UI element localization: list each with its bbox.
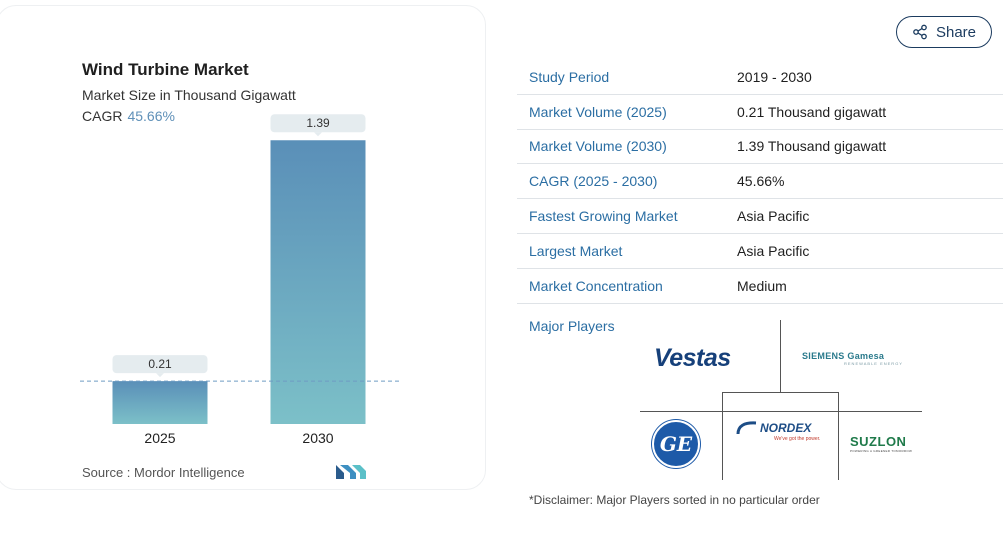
- data-label-pointer: [156, 373, 164, 378]
- cagr-value: 45.66%: [127, 108, 175, 124]
- share-icon: [913, 24, 927, 40]
- info-value: Asia Pacific: [737, 242, 810, 259]
- data-label: 1.39: [306, 116, 330, 130]
- market-info-table: Study Period 2019 - 2030 Market Volume (2…: [517, 60, 1003, 304]
- info-key: Market Concentration: [529, 277, 663, 294]
- info-row-largest-market: Largest Market Asia Pacific: [517, 234, 1003, 269]
- nordex-tagline: We've got the power.: [774, 436, 821, 442]
- info-row-fastest-growing: Fastest Growing Market Asia Pacific: [517, 199, 1003, 234]
- info-key: Market Volume (2025): [529, 103, 667, 120]
- major-players-grid: Vestas SIEMENS Gamesa RENEWABLE ENERGY G…: [640, 320, 922, 480]
- suzlon-logo: SUZLON POWERING A GREENER TOMORROW: [850, 434, 922, 453]
- ge-logo-text: GE: [659, 432, 693, 456]
- info-value: 1.39 Thousand gigawatt: [737, 138, 887, 155]
- share-label: Share: [935, 23, 977, 41]
- bar-2030: [270, 140, 366, 424]
- chart-cagr: CAGR 45.66%: [82, 108, 175, 124]
- major-players-label: Major Players: [529, 318, 615, 334]
- data-label-bg: [112, 355, 208, 374]
- siemens-gamesa-name: SIEMENS Gamesa: [802, 351, 885, 361]
- bar-chart: 0.21 2025 1.39 2030: [80, 114, 400, 446]
- grid-divider: [722, 392, 838, 393]
- info-value: 45.66%: [737, 173, 785, 190]
- grid-divider: [780, 320, 781, 392]
- bar-2025: [112, 381, 208, 424]
- share-button[interactable]: Share: [896, 16, 992, 48]
- disclaimer: *Disclaimer: Major Players sorted in no …: [529, 493, 820, 507]
- info-row-cagr: CAGR (2025 - 2030) 45.66%: [517, 164, 1003, 200]
- vestas-logo: Vestas: [654, 344, 731, 372]
- siemens-gamesa-tagline: RENEWABLE ENERGY: [844, 361, 903, 366]
- info-key: Fastest Growing Market: [529, 208, 678, 225]
- ge-logo: GE: [652, 420, 700, 468]
- nordex-swoosh-icon: [736, 421, 757, 435]
- x-tick-label: 2025: [144, 430, 175, 446]
- info-key: Market Volume (2030): [529, 138, 667, 155]
- info-value: Asia Pacific: [737, 208, 810, 225]
- info-value: 0.21 Thousand gigawatt: [737, 103, 887, 120]
- grid-divider: [640, 411, 922, 412]
- info-key: Largest Market: [529, 242, 623, 259]
- info-row-concentration: Market Concentration Medium: [517, 269, 1003, 304]
- suzlon-name: SUZLON: [850, 434, 907, 449]
- chart-source: Source : Mordor Intelligence: [82, 465, 245, 480]
- info-key: Study Period: [529, 68, 610, 85]
- data-label-bg: [270, 114, 366, 133]
- nordex-name: NORDEX: [760, 421, 812, 435]
- x-tick-label: 2030: [302, 430, 333, 446]
- info-row-volume-2030: Market Volume (2030) 1.39 Thousand gigawa…: [517, 130, 1003, 165]
- chart-subtitle: Market Size in Thousand Gigawatt: [82, 87, 296, 103]
- info-row-volume-2025: Market Volume (2025) 0.21 Thousand gigawa…: [517, 95, 1003, 130]
- data-label-pointer: [314, 132, 322, 137]
- cagr-label: CAGR: [82, 108, 123, 124]
- info-value: Medium: [737, 277, 787, 294]
- grid-divider: [722, 392, 723, 480]
- chart-title: Wind Turbine Market: [82, 60, 249, 79]
- chart-card: [0, 5, 486, 490]
- nordex-logo: NORDEX We've got the power.: [736, 420, 826, 442]
- info-value: 2019 - 2030: [737, 68, 812, 85]
- info-row-study-period: Study Period 2019 - 2030: [517, 60, 1003, 95]
- mordor-intelligence-logo: [336, 465, 366, 479]
- info-key: CAGR (2025 - 2030): [529, 173, 658, 190]
- data-label: 0.21: [148, 357, 172, 371]
- suzlon-tagline: POWERING A GREENER TOMORROW: [850, 449, 913, 453]
- siemens-gamesa-logo: SIEMENS Gamesa RENEWABLE ENERGY: [802, 351, 912, 366]
- grid-divider: [838, 392, 839, 480]
